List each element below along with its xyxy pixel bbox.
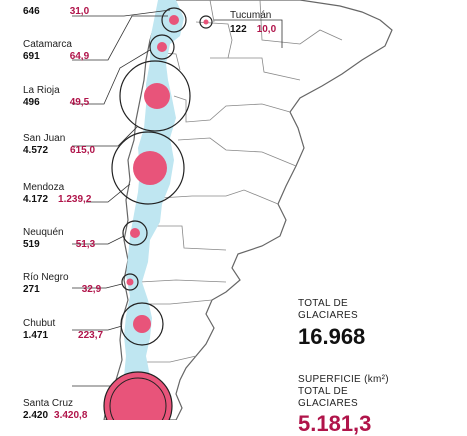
neuquen-name: Neuquén xyxy=(23,227,64,238)
chubut-glaciers: 1.471 xyxy=(23,330,49,341)
bubble-salta xyxy=(161,7,187,33)
catamarca-name: Catamarca xyxy=(23,39,72,50)
neuquen-area: 51,3 xyxy=(75,239,96,250)
total-glaciers-label-2: GLACIARES xyxy=(298,310,358,321)
catamarca-glaciers: 691 xyxy=(23,51,40,62)
mendoza-glaciers: 4.172 xyxy=(23,194,49,205)
total-area-label-2: TOTAL DE xyxy=(298,386,349,397)
leader-lines xyxy=(72,9,283,387)
mendoza-area: 1.239,2 xyxy=(58,194,92,205)
bubble-rio-negro xyxy=(121,273,139,291)
argentina-glacier-map xyxy=(72,0,393,420)
bubble-neuquen xyxy=(122,220,148,246)
label-san-juan: San Juan 4.572 615,0 xyxy=(23,133,95,157)
total-glaciers-block: TOTAL DE GLACIARES 16.968 xyxy=(298,298,365,349)
tucuman-area: 10,0 xyxy=(256,24,277,35)
total-glaciers-label-1: TOTAL DE xyxy=(298,298,349,309)
total-area-block: SUPERFICIE (km²) TOTAL DE GLACIARES 5.18… xyxy=(298,374,389,436)
catamarca-area: 64,9 xyxy=(69,51,90,62)
bubble-san-juan xyxy=(111,131,185,205)
label-neuquen: Neuquén 519 51,3 xyxy=(23,227,95,251)
chubut-name: Chubut xyxy=(23,318,56,329)
santa-cruz-glaciers: 2.420 xyxy=(23,410,49,421)
total-area-label-3: GLACIARES xyxy=(298,398,358,409)
mendoza-name: Mendoza xyxy=(23,182,65,193)
san-juan-glaciers: 4.572 xyxy=(23,145,49,156)
label-mendoza: Mendoza 4.172 1.239,2 xyxy=(23,182,91,206)
bubble-chubut xyxy=(120,302,164,346)
total-area-value: 5.181,3 xyxy=(298,411,372,436)
la-rioja-area: 49,5 xyxy=(69,97,90,108)
rio-negro-name: Río Negro xyxy=(23,272,69,283)
label-santa-cruz: Santa Cruz 2.420 3.420,8 xyxy=(23,398,87,422)
bubble-santa-cruz xyxy=(103,371,173,420)
la-rioja-glaciers: 496 xyxy=(23,97,40,108)
bubble-catamarca xyxy=(149,34,175,60)
province-bubbles xyxy=(103,7,213,420)
san-juan-area: 615,0 xyxy=(70,145,96,156)
label-la-rioja: La Rioja 496 49,5 xyxy=(23,85,89,109)
label-rio-negro: Río Negro 271 32,9 xyxy=(23,272,101,296)
santa-cruz-area: 3.420,8 xyxy=(54,410,88,421)
bubble-la-rioja xyxy=(119,60,191,132)
total-area-label-1: SUPERFICIE (km²) xyxy=(298,374,389,385)
salta-glaciers: 646 xyxy=(23,6,40,17)
rio-negro-glaciers: 271 xyxy=(23,284,40,295)
bubble-tucuman xyxy=(199,15,213,29)
tucuman-name: Tucumán xyxy=(230,10,272,21)
santa-cruz-name: Santa Cruz xyxy=(23,398,74,409)
neuquen-glaciers: 519 xyxy=(23,239,40,250)
salta-area: 31,0 xyxy=(69,6,90,17)
san-juan-name: San Juan xyxy=(23,133,66,144)
label-salta: 646 31,0 xyxy=(23,6,89,18)
rio-negro-area: 32,9 xyxy=(81,284,102,295)
label-tucuman: Tucumán 122 10,0 xyxy=(230,10,276,36)
glacier-zone xyxy=(114,0,184,420)
country-outline xyxy=(103,0,393,420)
tucuman-glaciers: 122 xyxy=(230,24,247,35)
label-chubut: Chubut 1.471 223,7 xyxy=(23,318,103,342)
label-catamarca: Catamarca 691 64,9 xyxy=(23,39,89,63)
total-glaciers-value: 16.968 xyxy=(298,324,366,349)
chubut-area: 223,7 xyxy=(78,330,104,341)
la-rioja-name: La Rioja xyxy=(23,85,60,96)
